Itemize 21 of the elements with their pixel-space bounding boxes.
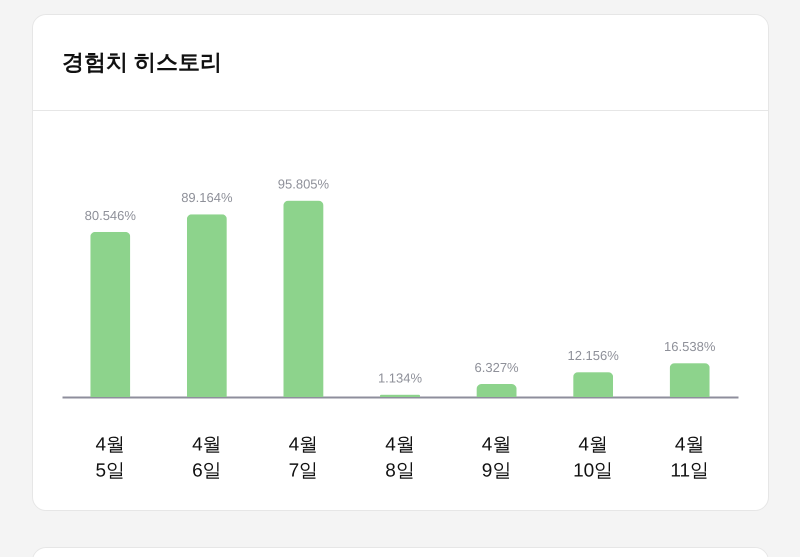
x-tick-label: 4월 11일	[670, 434, 710, 482]
x-tick-label: 4월 5일	[95, 434, 126, 482]
bar	[476, 384, 517, 397]
data-label: 6.327%	[474, 360, 520, 376]
x-tick-label: 4월 9일	[482, 434, 512, 482]
x-tick-label: 4월 10일	[573, 434, 614, 482]
bar	[186, 214, 227, 397]
data-label: 16.538%	[664, 339, 716, 354]
data-label: 95.805%	[278, 176, 330, 192]
data-label: 1.134%	[378, 370, 422, 386]
x-tick-label: 4월 7일	[288, 434, 318, 482]
chart-title: 경험치 히스토리	[62, 50, 222, 75]
bar	[573, 372, 614, 397]
x-tick-label: 4월 8일	[385, 434, 415, 482]
data-label: 80.546%	[84, 208, 136, 223]
data-label: 12.156%	[567, 348, 620, 364]
data-label: 89.164%	[181, 190, 233, 206]
x-tick-label: 4월 6일	[192, 434, 222, 482]
bar	[670, 363, 710, 397]
bar	[90, 232, 130, 397]
bar	[283, 200, 324, 397]
